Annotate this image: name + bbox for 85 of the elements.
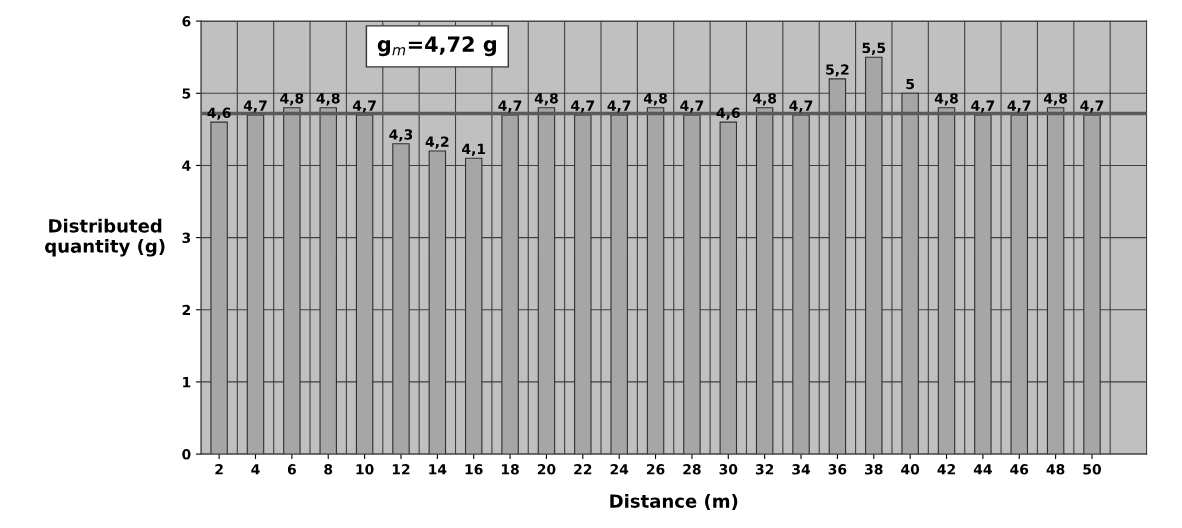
x-tick-label: 42 <box>937 464 955 475</box>
bar <box>210 121 228 455</box>
x-axis-title: Distance (m) <box>610 493 738 511</box>
bar <box>901 92 919 455</box>
data-label: 4,8 <box>534 93 558 106</box>
y-tick-label: 0 <box>182 449 191 460</box>
bar <box>537 107 556 455</box>
data-label: 4,6 <box>207 107 231 120</box>
bar <box>865 56 883 455</box>
x-tick-label: 4 <box>251 464 260 475</box>
bar <box>574 114 592 455</box>
data-label: 4,1 <box>462 143 486 156</box>
bar <box>319 107 337 455</box>
x-tick-label: 44 <box>973 464 992 475</box>
bar <box>755 107 774 455</box>
x-tick-label: 22 <box>574 464 592 475</box>
data-label: 5 <box>906 78 914 90</box>
bar <box>428 150 447 455</box>
data-label: 4,7 <box>789 100 813 113</box>
data-label: 4,7 <box>498 100 522 113</box>
y-tick-label: 4 <box>182 160 191 171</box>
x-tick-label: 36 <box>828 464 847 475</box>
data-label: 4,7 <box>1007 100 1031 113</box>
bar <box>392 143 410 455</box>
x-tick-label: 26 <box>646 464 665 475</box>
y-tick-label: 1 <box>183 377 191 388</box>
bar <box>355 114 374 455</box>
data-label: 4,8 <box>934 93 958 106</box>
data-label: 4,8 <box>1043 93 1068 106</box>
data-label: 4,3 <box>389 129 413 142</box>
x-tick-label: 6 <box>287 464 296 475</box>
data-label: 4,7 <box>1080 100 1104 113</box>
bar <box>646 107 665 455</box>
x-tick-label: 40 <box>901 464 920 475</box>
data-label: 4,7 <box>607 100 631 113</box>
data-label: 5,5 <box>862 42 886 55</box>
y-tick-label: 6 <box>182 16 191 27</box>
bar <box>501 114 519 455</box>
bar <box>828 78 847 455</box>
bar <box>974 114 992 455</box>
x-tick-label: 38 <box>865 464 883 475</box>
y-tick-label: 2 <box>182 304 191 316</box>
data-label: 4,2 <box>425 136 449 149</box>
bar <box>1083 114 1101 455</box>
x-tick-label: 48 <box>1046 464 1065 475</box>
bar <box>610 114 628 455</box>
x-tick-label: 46 <box>1010 464 1029 475</box>
data-label: 4,7 <box>352 100 376 113</box>
x-tick-label: 50 <box>1083 464 1101 475</box>
data-label: 4,6 <box>716 107 740 120</box>
y-tick-label: 5 <box>182 88 191 99</box>
bar <box>683 114 701 455</box>
bar <box>719 121 738 455</box>
x-tick-label: 20 <box>537 464 556 475</box>
x-tick-label: 34 <box>792 464 811 475</box>
x-tick-label: 2 <box>215 464 223 475</box>
data-label: 4,7 <box>971 100 995 113</box>
data-label: 4,7 <box>243 100 267 113</box>
y-axis-title: Distributed quantity (g) <box>45 218 165 257</box>
data-label: 4,8 <box>752 93 777 106</box>
bar <box>1010 114 1028 455</box>
x-tick-label: 16 <box>465 464 483 475</box>
y-tick-label: 3 <box>182 232 191 244</box>
x-tick-label: 8 <box>324 464 333 475</box>
x-tick-label: 18 <box>501 464 519 475</box>
x-tick-label: 32 <box>755 464 774 475</box>
data-label: 4,7 <box>571 100 595 113</box>
data-label: 4,8 <box>280 93 304 106</box>
x-tick-label: 30 <box>719 464 738 475</box>
x-tick-label: 14 <box>429 464 447 475</box>
x-tick-label: 28 <box>683 464 701 475</box>
bar <box>464 157 483 455</box>
data-label: 4,7 <box>680 100 704 113</box>
bar <box>937 107 956 455</box>
ref-line-label: g$_{m}$=4,72 g <box>377 36 496 57</box>
x-tick-label: 12 <box>392 464 410 475</box>
data-label: 4,8 <box>643 93 667 106</box>
bar <box>792 114 810 455</box>
bar <box>246 114 265 455</box>
bar <box>1046 107 1065 455</box>
data-label: 4,8 <box>316 93 340 106</box>
x-tick-label: 10 <box>356 464 374 475</box>
bar <box>283 107 301 455</box>
x-tick-label: 24 <box>610 464 629 475</box>
data-label: 5,2 <box>826 64 849 77</box>
